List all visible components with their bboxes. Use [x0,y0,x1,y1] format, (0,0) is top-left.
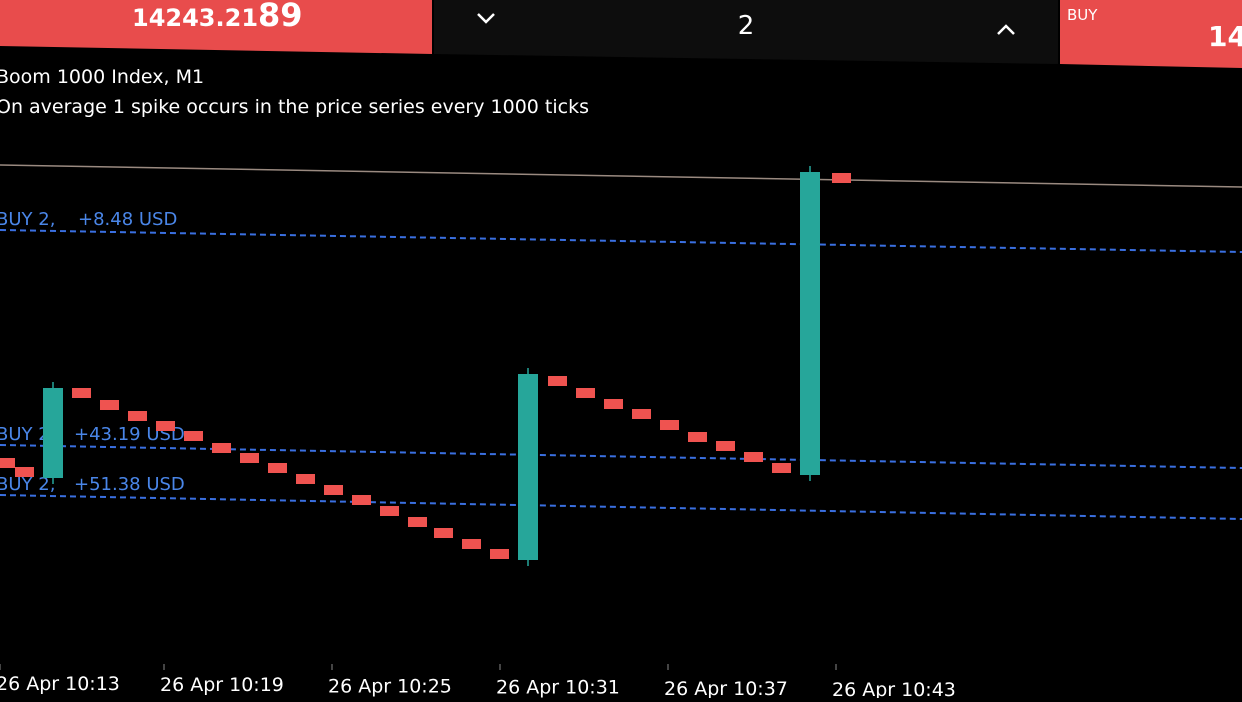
candle-bear [772,463,791,473]
buy-button[interactable] [1060,0,1242,68]
lot-increase[interactable] [997,24,1015,35]
candle-bear [15,467,34,477]
lot-value[interactable]: 2 [738,11,755,41]
position-profit: +8.48 USD [78,209,177,230]
candle-bear [744,452,763,462]
candle-bear [408,517,427,527]
chart-symbol: Boom 1000 Index, M1 [0,66,204,88]
candle-bear [324,485,343,495]
time-axis: 26 Apr 10:13 26 Apr 10:19 26 Apr 10:25 26 A… [0,664,956,701]
time-label: 26 Apr 10:13 [0,673,120,695]
candle-bear [660,420,679,430]
candle-bear [184,431,203,441]
candle-bear [490,549,509,559]
candle-bull [800,172,820,475]
time-label: 26 Apr 10:37 [664,678,788,698]
position-label: BUY 2, [0,209,55,230]
candle-bear [352,495,371,505]
lot-panel [434,0,1058,64]
position-line [0,229,1242,253]
lot-decrease[interactable] [477,13,495,24]
sell-price: 14243.2189 [132,0,303,34]
sell-price-main: 14243.21 [132,4,258,32]
candle-bear [0,458,15,468]
candle-bear [462,539,481,549]
candle-bear [604,399,623,409]
chart-description: On average 1 spike occurs in the price s… [0,96,589,118]
candle-bear [296,474,315,484]
candle-bear [832,173,851,183]
candle-bear [548,376,567,386]
candle-bear [576,388,595,398]
time-label: 26 Apr 10:31 [496,677,620,698]
candle-bear [156,421,175,431]
position-label: BUY 2, [0,474,55,495]
candle-bull [43,388,63,478]
sell-button[interactable] [0,0,432,54]
time-label: 26 Apr 10:19 [160,674,284,696]
position-profit: +51.38 USD [74,474,185,495]
candle-bear [100,400,119,410]
candles [0,166,851,566]
candle-bear [632,409,651,419]
candle-bear [240,453,259,463]
position-line [0,444,1242,469]
candle-bear [212,443,231,453]
buy-price: 142 [1208,20,1242,53]
candle-bear [716,441,735,451]
candle-bear [688,432,707,442]
candle-bear [380,506,399,516]
time-label: 26 Apr 10:25 [328,675,452,697]
buy-label: BUY [1067,6,1098,24]
time-label: 26 Apr 10:43 [832,679,956,698]
candle-bull [518,374,538,560]
candle-bear [128,411,147,421]
position-label: BUY 2, [0,424,55,445]
sell-price-big: 89 [258,0,303,34]
candle-bear [72,388,91,398]
candle-bear [434,528,453,538]
candle-bear [268,463,287,473]
price-line [0,164,1242,188]
position-line [0,494,1242,520]
